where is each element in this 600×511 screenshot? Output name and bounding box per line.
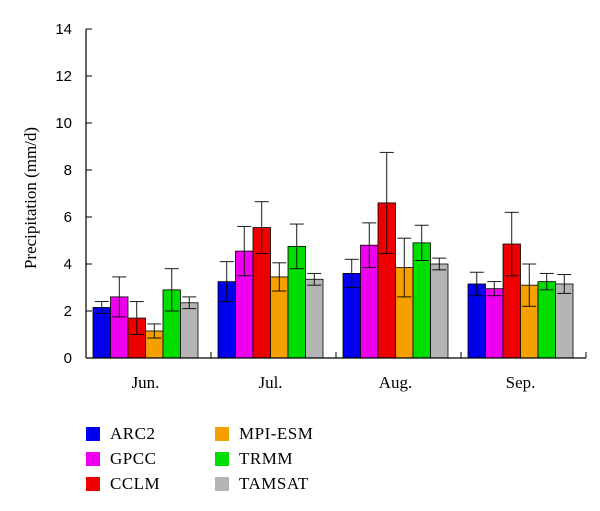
legend-label-arc2: ARC2: [110, 424, 156, 443]
x-tick-label: Jun.: [132, 373, 160, 392]
legend-swatch-mpi-esm: [215, 427, 229, 441]
y-tick-label: 12: [55, 68, 72, 85]
y-tick-label: 0: [64, 350, 72, 367]
y-tick-label: 2: [64, 303, 72, 320]
legend-label-mpi-esm: MPI-ESM: [239, 424, 314, 443]
legend-label-tamsat: TAMSAT: [239, 474, 309, 493]
legend-swatch-cclm: [86, 477, 100, 491]
legend-item-trmm: TRMM: [215, 449, 293, 469]
legend-item-tamsat: TAMSAT: [215, 474, 309, 494]
y-tick-label: 6: [64, 209, 72, 226]
legend-swatch-gpcc: [86, 452, 100, 466]
y-axis-title: Precipitation (mm/d): [21, 127, 40, 269]
legend-item-gpcc: GPCC: [86, 449, 156, 469]
bar-arc2-jun: [92, 307, 111, 359]
y-tick-label: 14: [55, 21, 72, 38]
legend-label-cclm: CCLM: [110, 474, 161, 493]
precipitation-bar-chart: Precipitation (mm/d) 0 2 4 6 8 10 12 14 Jun. Jul.…: [21, 21, 587, 392]
bar-tamsat-sep: [555, 283, 574, 359]
y-tick-label: 10: [55, 115, 72, 132]
legend-label-trmm: TRMM: [239, 449, 293, 468]
legend-item-arc2: ARC2: [86, 424, 155, 444]
legend-item-mpi-esm: MPI-ESM: [215, 424, 313, 444]
y-tick-label: 4: [64, 256, 72, 273]
legend-swatch-tamsat: [215, 477, 229, 491]
x-tick-label: Aug.: [379, 373, 413, 392]
legend-swatch-arc2: [86, 427, 100, 441]
legend-item-cclm: CCLM: [86, 474, 160, 494]
bar-tamsat-jun: [180, 302, 199, 359]
bar-trmm-sep: [537, 281, 556, 359]
x-tick-label: Jul.: [258, 373, 282, 392]
legend-swatch-trmm: [215, 452, 229, 466]
bar-tamsat-aug: [430, 263, 449, 359]
legend-label-gpcc: GPCC: [110, 449, 157, 468]
x-tick-label: Sep.: [506, 373, 536, 392]
y-tick-label: 8: [64, 162, 72, 179]
legend: ARC2 GPCC CCLM MPI-ESM TRMM TAMSAT: [86, 422, 406, 502]
bar-gpcc-sep: [485, 288, 504, 359]
bar-tamsat-jul: [305, 278, 324, 359]
